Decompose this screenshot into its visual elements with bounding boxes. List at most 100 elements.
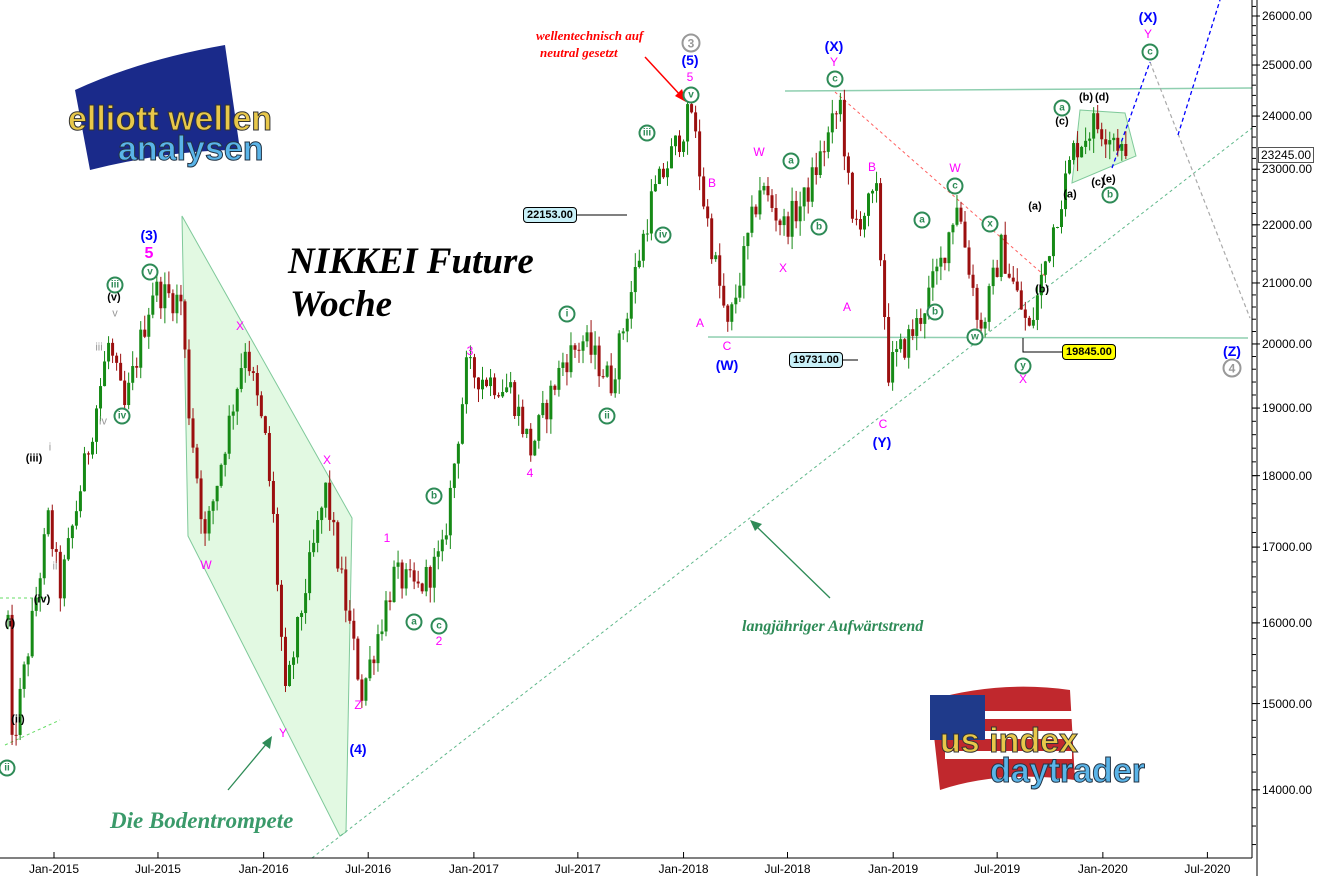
candle-body — [601, 376, 605, 378]
wave-label: (c) — [1091, 176, 1105, 189]
candle-body — [754, 206, 758, 215]
candle-body — [30, 610, 34, 657]
wave-label: (a) — [1028, 200, 1042, 213]
candle-body — [931, 271, 935, 288]
candle — [774, 194, 778, 232]
candle-body — [943, 257, 947, 264]
candle — [541, 390, 545, 418]
wave-label: (v) — [107, 291, 121, 304]
candle — [621, 328, 625, 340]
candle — [967, 240, 971, 279]
candle — [935, 258, 939, 285]
candle-body — [255, 373, 259, 396]
candle-body — [746, 232, 750, 247]
candle-body — [412, 570, 416, 582]
candle-body — [271, 480, 275, 515]
wave-label: (3) — [140, 227, 158, 243]
candle — [987, 283, 991, 331]
candle — [754, 204, 758, 218]
candle-body — [593, 345, 597, 355]
candle-body — [50, 510, 54, 550]
candle-body — [919, 318, 923, 324]
red-dotted-line — [834, 91, 1046, 277]
candle-body — [545, 402, 549, 420]
candle — [175, 284, 179, 324]
candle-body — [86, 453, 90, 455]
candle-body — [637, 260, 641, 267]
candle — [392, 560, 396, 603]
candle — [931, 258, 935, 301]
candle-body — [802, 187, 806, 207]
candle — [778, 218, 782, 236]
candle — [62, 554, 66, 607]
candle — [545, 399, 549, 434]
candle — [1076, 131, 1080, 172]
candle — [509, 371, 513, 394]
candle-body — [682, 141, 686, 152]
candle-body — [139, 329, 143, 368]
candle-body — [509, 382, 513, 388]
candle-body — [1108, 140, 1112, 145]
candle — [979, 312, 983, 334]
candle-body — [629, 292, 633, 319]
candle-body — [1039, 274, 1043, 296]
candle — [320, 506, 324, 534]
candle — [187, 339, 191, 426]
candle — [26, 653, 30, 677]
candle-body — [448, 487, 452, 536]
candle-body — [384, 600, 388, 632]
blue-projection-line-2 — [1177, 0, 1221, 136]
candle-body — [424, 566, 428, 592]
candle-body — [935, 266, 939, 272]
candle — [1068, 156, 1072, 175]
candle — [231, 404, 235, 430]
candle — [356, 636, 360, 681]
candle-body — [1047, 256, 1051, 262]
candle-body — [115, 355, 119, 363]
wave-label: 2 — [435, 634, 443, 648]
candle-body — [822, 151, 826, 153]
candle — [372, 655, 376, 675]
candle — [219, 463, 223, 488]
candle — [468, 345, 472, 369]
candle-body — [1116, 137, 1120, 151]
candle — [179, 284, 183, 316]
chart-title: NIKKEI Future — [288, 241, 534, 282]
candle-body — [657, 168, 661, 185]
candle — [854, 209, 858, 226]
candle-body — [875, 183, 879, 191]
y-tick-label: 18000.00 — [1262, 468, 1313, 483]
candle-body — [103, 361, 107, 387]
wave-label: a — [913, 211, 931, 229]
candle — [99, 378, 103, 422]
candle — [698, 119, 702, 191]
candle — [943, 257, 947, 271]
candle — [633, 253, 637, 304]
wave-label: (W) — [715, 357, 739, 373]
bodentrompete-zone — [181, 215, 353, 837]
x-tick-label: Jul-2015 — [134, 862, 181, 876]
candle — [456, 441, 460, 479]
candle-body — [159, 281, 163, 309]
wave-label: (i) — [4, 617, 16, 630]
candle — [923, 312, 927, 339]
candle-body — [344, 569, 348, 611]
wave-label: v — [682, 86, 700, 104]
candle-body — [577, 349, 581, 351]
candle-body — [585, 332, 589, 342]
candle-body — [1100, 129, 1104, 140]
candle — [1051, 224, 1055, 268]
candle-body — [1043, 261, 1047, 275]
candle-body — [283, 636, 287, 686]
candle-body — [529, 428, 533, 456]
wave-label: Z — [354, 698, 362, 712]
candle — [561, 352, 565, 377]
wave-label: (4) — [349, 741, 367, 757]
candle-body — [549, 385, 553, 420]
candle — [557, 360, 561, 397]
candle — [288, 660, 292, 687]
candle-body — [690, 104, 694, 113]
candle-body — [66, 538, 70, 560]
candle-body — [814, 167, 818, 176]
